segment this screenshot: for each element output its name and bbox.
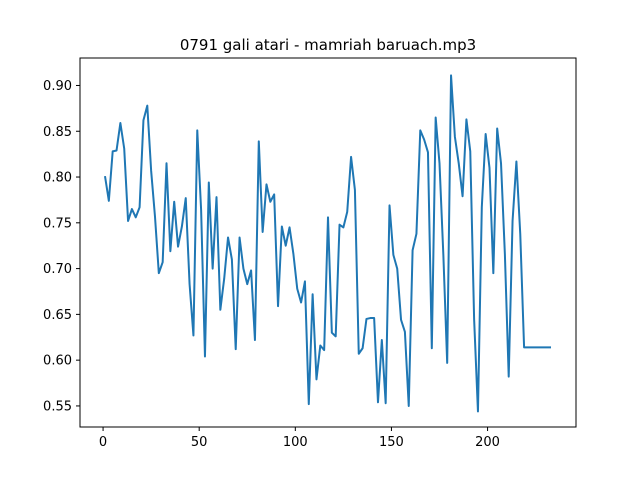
y-tick-label: 0.70	[43, 262, 72, 277]
series-line-0	[104, 74, 552, 413]
chart-title: 0791 gali atari - mamriah baruach.mp3	[180, 36, 476, 54]
y-tick-label: 0.80	[43, 171, 72, 186]
axes-frame	[79, 57, 577, 428]
x-tick-label: 150	[379, 435, 404, 450]
x-tick-label: 200	[475, 435, 500, 450]
axes: 0 50 100 150 200 0.55 0.60 0.65 0.70 0.75 0.80 0.85…	[43, 57, 577, 450]
x-tick-label: 100	[283, 435, 308, 450]
y-tick-label: 0.55	[43, 399, 72, 414]
y-tick-label: 0.85	[43, 125, 72, 140]
y-tick-label: 0.65	[43, 308, 72, 323]
y-tick-label: 0.90	[43, 79, 72, 94]
y-tick-label: 0.60	[43, 354, 72, 369]
x-tick-label: 0	[99, 435, 107, 450]
y-tick-label: 0.75	[43, 216, 72, 231]
x-tick-label: 50	[191, 435, 208, 450]
plot-area	[104, 74, 552, 413]
